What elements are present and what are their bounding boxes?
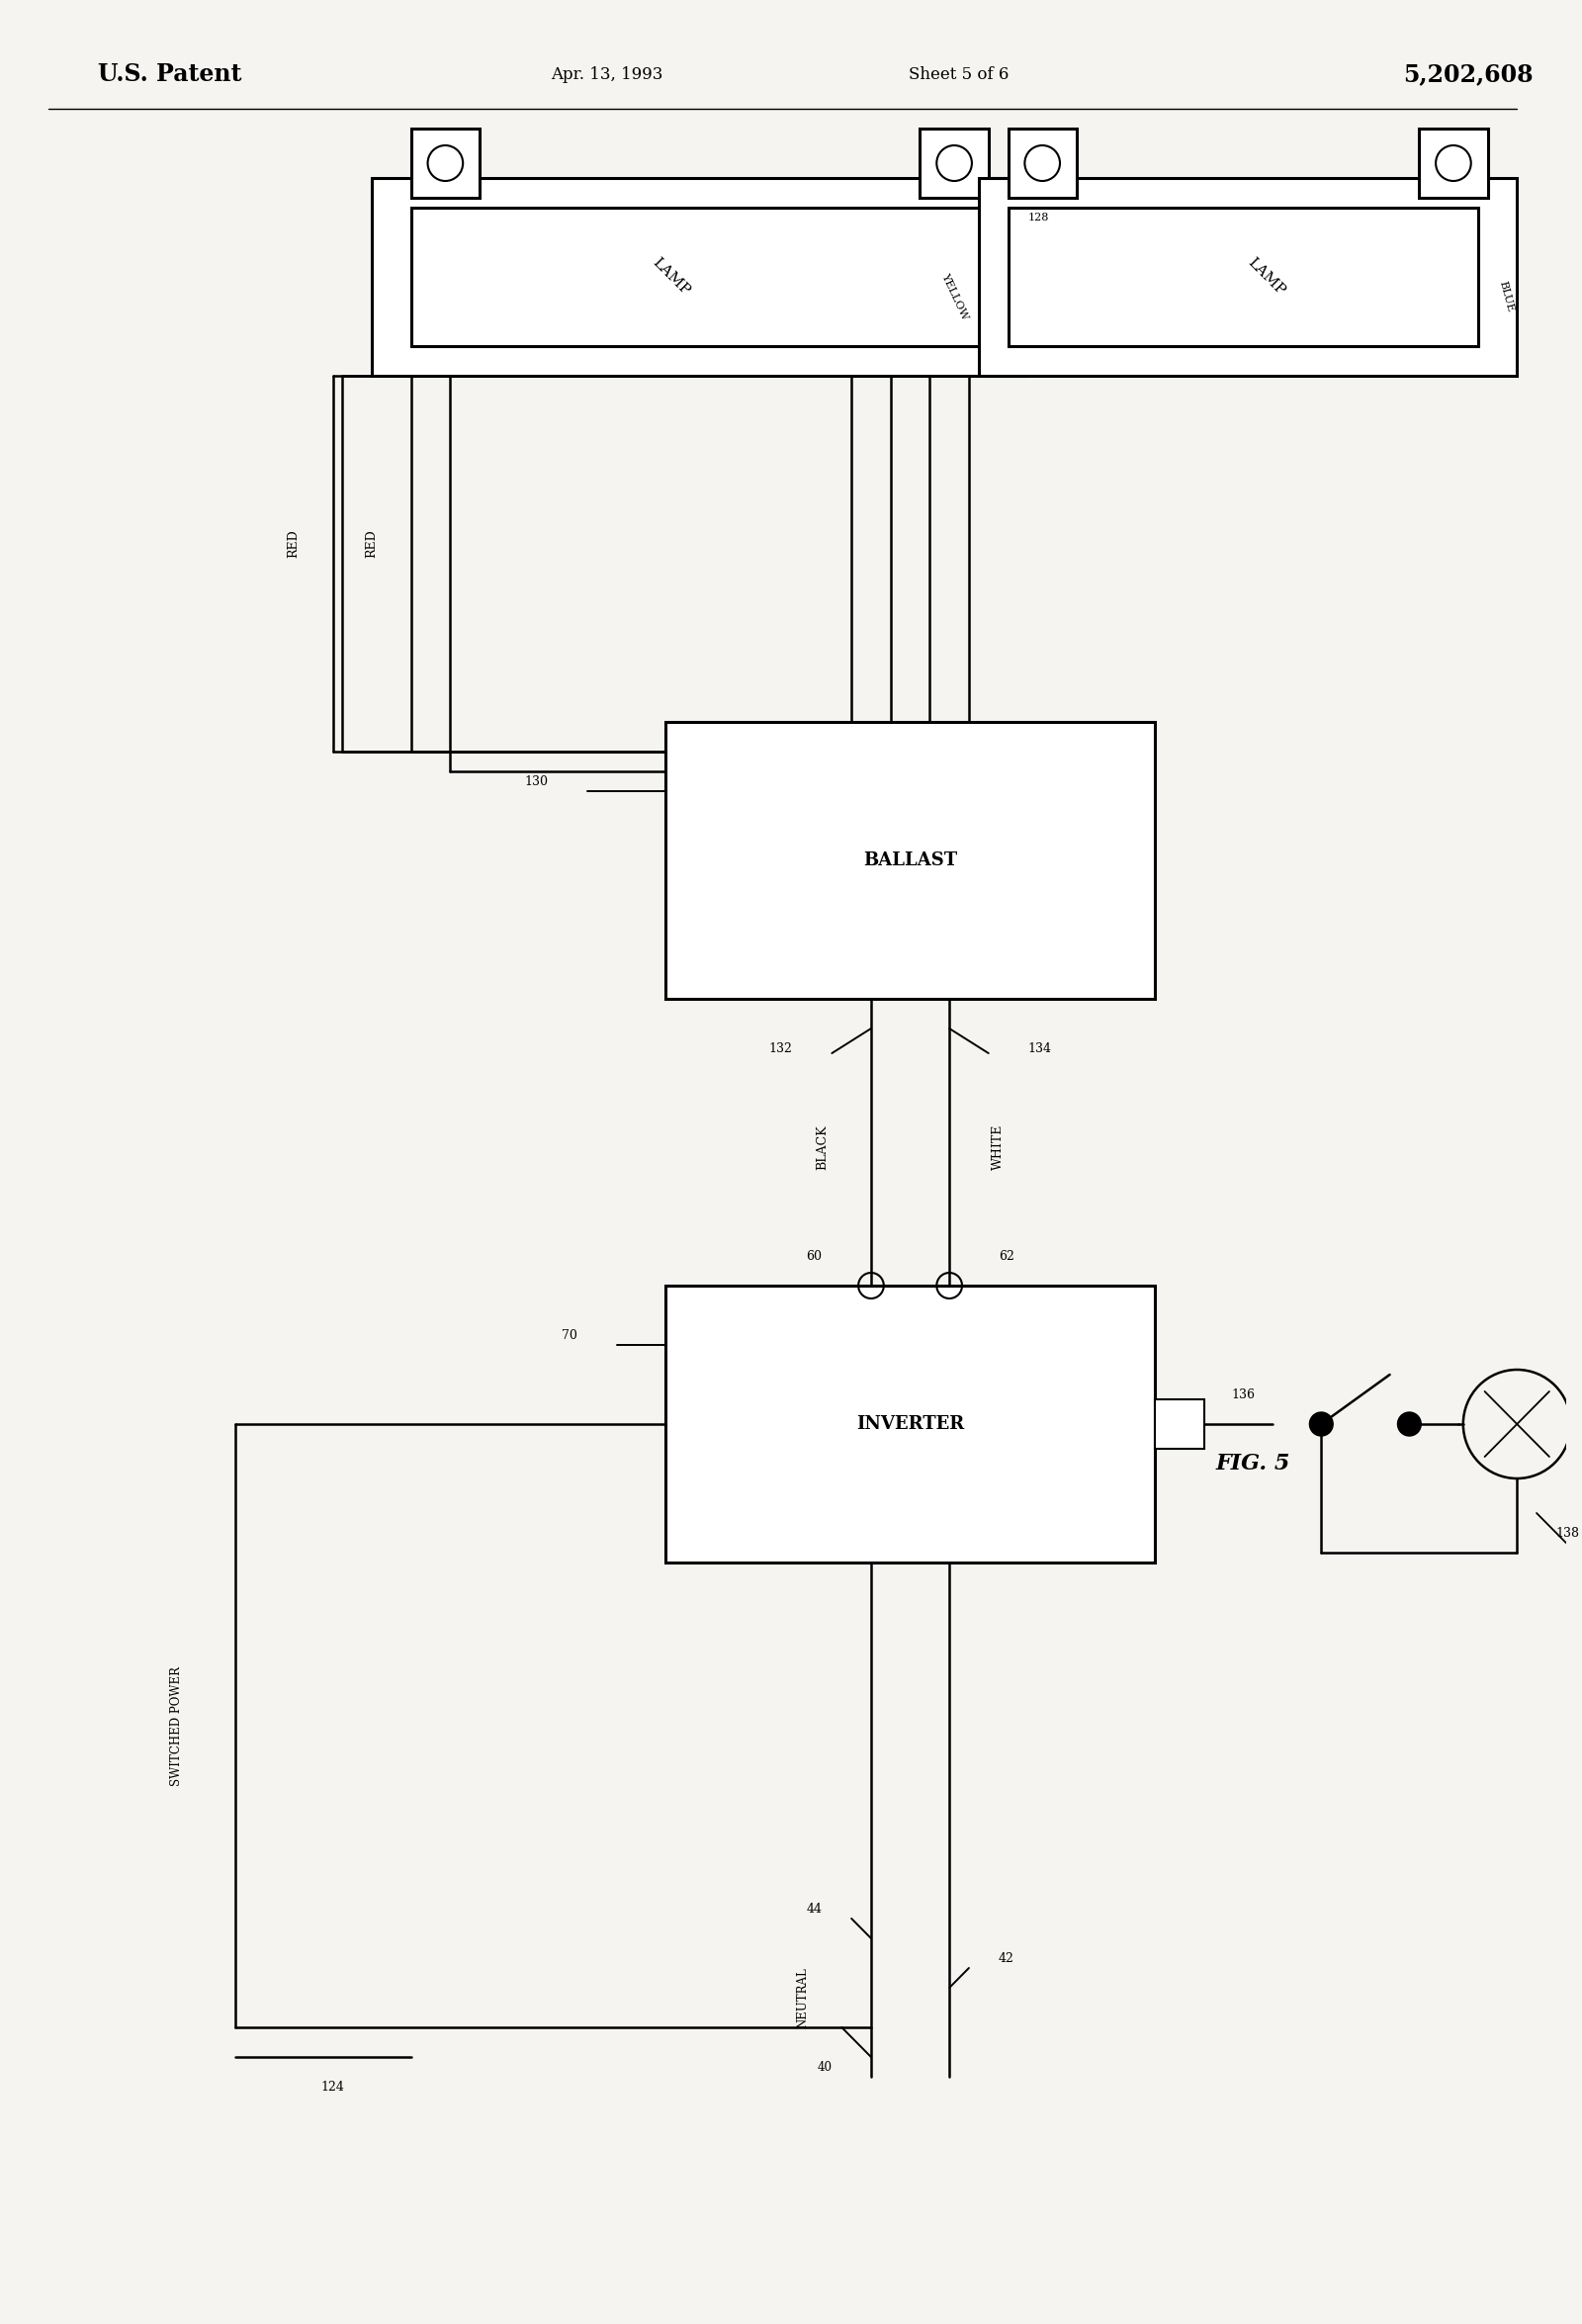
Text: 138: 138 [1557, 1527, 1580, 1538]
Text: RED: RED [288, 530, 301, 558]
Text: Sheet 5 of 6: Sheet 5 of 6 [910, 65, 1009, 84]
Text: LAMP: LAMP [650, 256, 693, 297]
Circle shape [1397, 1413, 1421, 1436]
Bar [666, 723, 1155, 999]
Text: 130: 130 [524, 774, 547, 788]
Bar [1155, 1399, 1204, 1448]
Text: 60: 60 [807, 1250, 823, 1262]
Text: 5,202,608: 5,202,608 [1403, 63, 1533, 86]
Text: 128: 128 [1028, 211, 1049, 223]
Bar [1008, 128, 1077, 198]
Text: INVERTER: INVERTER [856, 1415, 963, 1434]
Text: 70: 70 [562, 1329, 577, 1341]
Bar [411, 207, 989, 346]
Circle shape [1310, 1413, 1334, 1436]
Text: BLACK: BLACK [816, 1125, 829, 1169]
Bar [1419, 128, 1487, 198]
Text: Apr. 13, 1993: Apr. 13, 1993 [551, 65, 663, 84]
Text: SWITCHED POWER: SWITCHED POWER [169, 1666, 182, 1785]
Bar [979, 179, 1517, 376]
Text: FIG. 5: FIG. 5 [1215, 1452, 1289, 1473]
Text: WHITE: WHITE [992, 1125, 1005, 1169]
Text: NEUTRAL: NEUTRAL [796, 1966, 808, 2029]
Text: 62: 62 [998, 1250, 1014, 1262]
Text: 40: 40 [816, 2061, 832, 2073]
Text: LAMP: LAMP [1245, 256, 1288, 297]
Text: BLUE: BLUE [1498, 279, 1516, 314]
Text: YELLOW: YELLOW [940, 272, 970, 321]
Bar [372, 179, 1028, 376]
Text: U.S. Patent: U.S. Patent [98, 63, 242, 86]
Text: 134: 134 [1028, 1041, 1052, 1055]
Text: 124: 124 [321, 2080, 345, 2094]
Text: 42: 42 [998, 1952, 1014, 1964]
Text: RED: RED [365, 530, 378, 558]
Bar [411, 128, 479, 198]
Bar [1008, 207, 1478, 346]
Text: 136: 136 [1231, 1387, 1255, 1401]
Bar [921, 128, 989, 198]
Text: 44: 44 [807, 1903, 823, 1915]
Text: 132: 132 [769, 1041, 793, 1055]
Text: BALLAST: BALLAST [864, 851, 957, 869]
Bar [666, 1285, 1155, 1562]
